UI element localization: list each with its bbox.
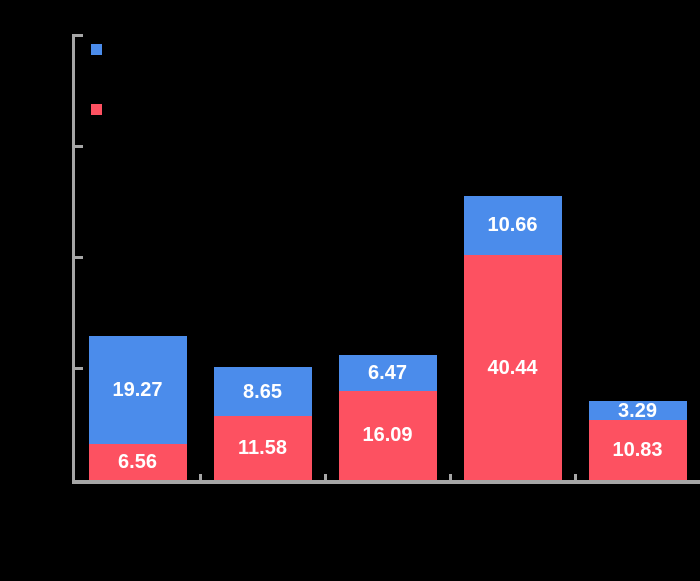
category-slot: 10.66 40.44 bbox=[450, 35, 575, 480]
y-axis-tick bbox=[75, 367, 83, 371]
bar-value-label: 11.58 bbox=[238, 436, 287, 459]
x-axis-tick bbox=[198, 474, 202, 480]
y-axis-line bbox=[72, 34, 75, 484]
y-axis-tick bbox=[75, 33, 83, 37]
stacked-bar: 19.27 6.56 bbox=[88, 336, 187, 480]
category-slot: 3.29 10.83 bbox=[575, 35, 700, 480]
plot-area: 19.27 6.56 8.65 11.58 6.47 16.09 10.66 40.44 3.2… bbox=[75, 35, 700, 480]
bar-value-label: 10.83 bbox=[612, 438, 663, 461]
bar-value-label: 40.44 bbox=[487, 356, 538, 379]
bar-value-label: 19.27 bbox=[112, 378, 163, 401]
bar-value-label: 6.56 bbox=[118, 450, 157, 473]
y-axis-tick bbox=[75, 144, 83, 148]
bar-segment-bottom: 10.83 bbox=[588, 419, 687, 480]
category-slot: 19.27 6.56 bbox=[75, 35, 200, 480]
stacked-bar: 3.29 10.83 bbox=[588, 399, 687, 480]
bar-segment-top: 8.65 bbox=[213, 367, 312, 416]
legend-swatch-red bbox=[91, 104, 102, 115]
bar-segment-top: 6.47 bbox=[338, 354, 437, 391]
y-axis-tick bbox=[75, 256, 83, 259]
bar-value-label: 6.47 bbox=[368, 361, 407, 384]
bar-segment-top: 3.29 bbox=[588, 399, 687, 422]
bar-value-label: 16.09 bbox=[362, 424, 413, 447]
bar-value-label: 10.66 bbox=[487, 214, 538, 237]
bar-segment-bottom: 11.58 bbox=[213, 415, 312, 480]
stacked-bar: 6.47 16.09 bbox=[338, 354, 437, 480]
bar-segment-bottom: 6.56 bbox=[88, 443, 187, 480]
bar-value-label: 8.65 bbox=[243, 380, 282, 403]
x-axis-tick bbox=[448, 474, 452, 480]
stacked-bar: 10.66 40.44 bbox=[463, 195, 562, 480]
bar-segment-bottom: 40.44 bbox=[463, 255, 562, 480]
bar-value-label: 3.29 bbox=[618, 399, 657, 422]
category-slot: 6.47 16.09 bbox=[325, 35, 450, 480]
x-axis-tick bbox=[573, 474, 577, 480]
x-axis-line bbox=[72, 480, 700, 484]
bar-segment-top: 10.66 bbox=[463, 195, 562, 256]
category-slot: 8.65 11.58 bbox=[200, 35, 325, 480]
stacked-bar: 8.65 11.58 bbox=[213, 367, 312, 480]
x-axis-tick bbox=[323, 474, 327, 480]
bar-segment-bottom: 16.09 bbox=[338, 390, 437, 480]
bar-segment-top: 19.27 bbox=[88, 336, 187, 444]
legend-swatch-blue bbox=[91, 44, 102, 55]
